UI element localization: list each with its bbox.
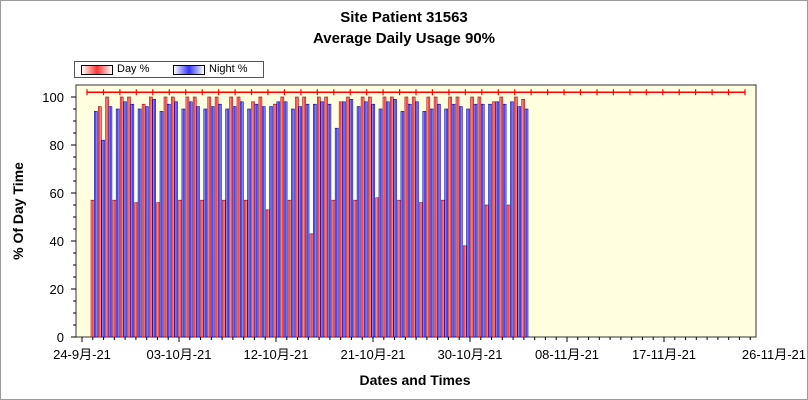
chart-legend: Day % Night % bbox=[74, 61, 264, 78]
chart-title: Site Patient 31563 bbox=[340, 9, 468, 26]
legend-label-night: Night % bbox=[209, 63, 248, 75]
legend-swatch-day bbox=[81, 65, 113, 75]
chart-subtitle: Average Daily Usage 90% bbox=[312, 30, 496, 47]
legend-swatch-night bbox=[173, 65, 205, 75]
legend-label-day: Day % bbox=[117, 63, 150, 75]
